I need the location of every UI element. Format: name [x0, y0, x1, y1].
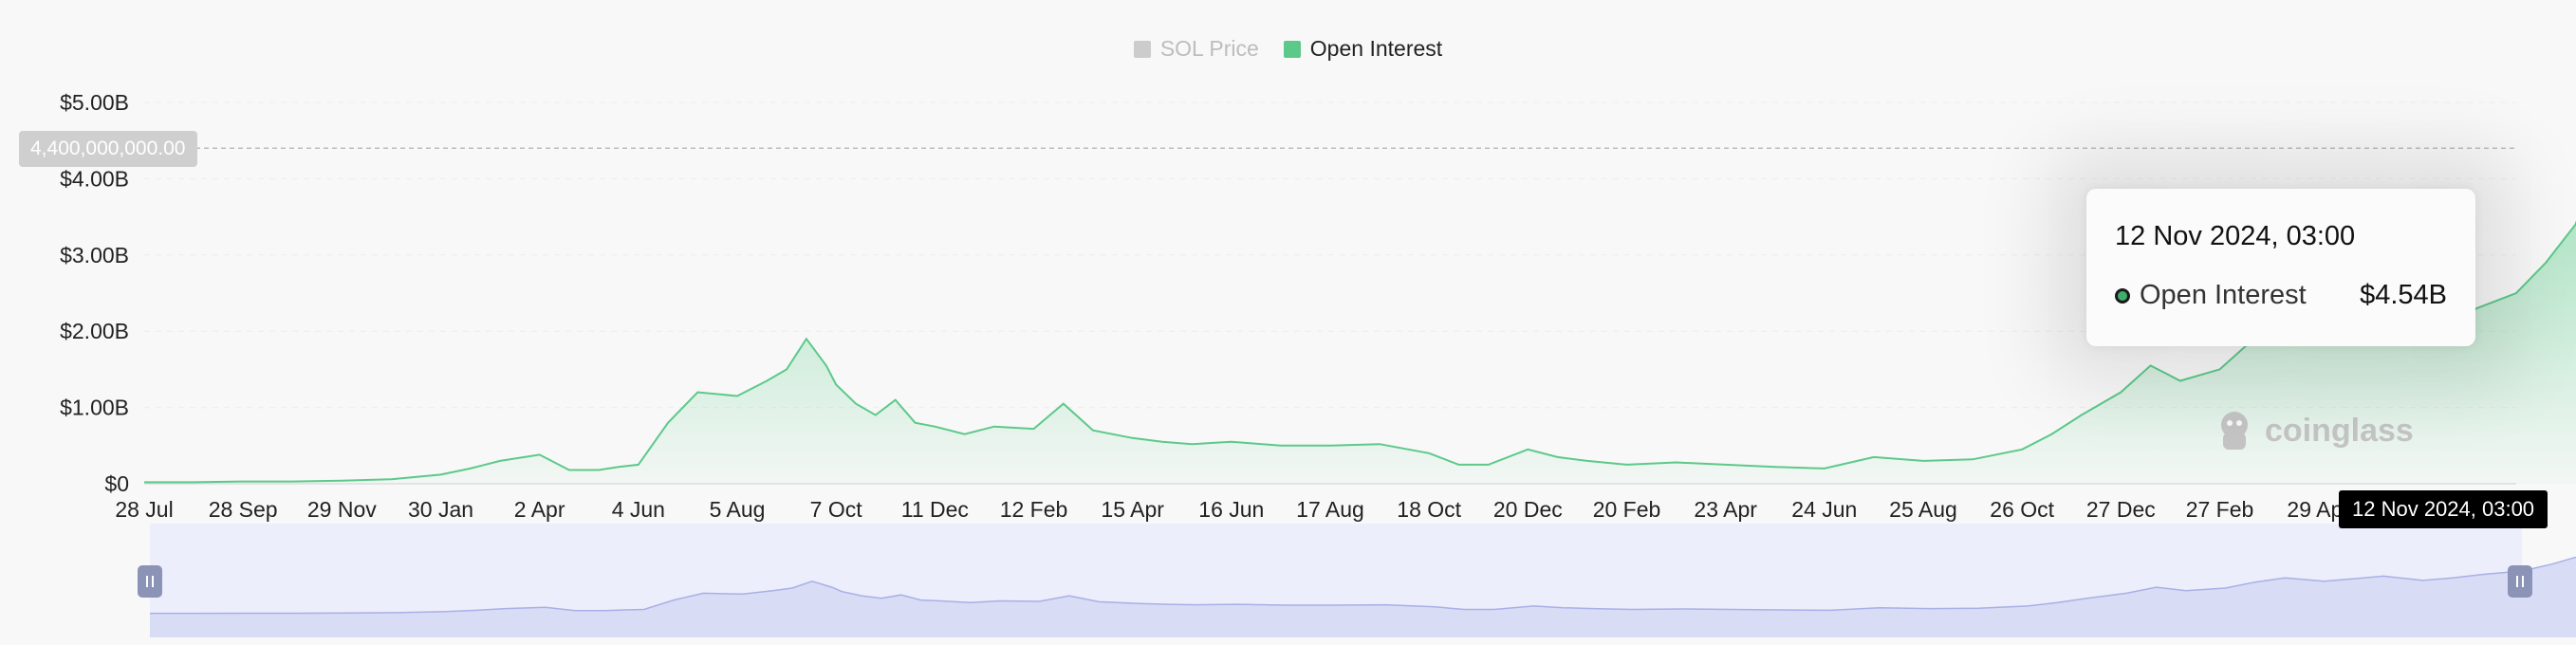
legend-item-open-interest[interactable]: Open Interest — [1283, 36, 1443, 62]
y-tick-label: $0 — [104, 471, 129, 496]
x-tick-label: 28 Sep — [209, 497, 278, 522]
x-tick-label: 30 Jan — [408, 497, 473, 522]
x-tick-label: 25 Aug — [1889, 497, 1957, 522]
tooltip-series-name: Open Interest — [2140, 280, 2307, 310]
x-tick-label: 17 Aug — [1296, 497, 1364, 522]
x-tick-label: 16 Jun — [1198, 497, 1264, 522]
x-tick-label: 4 Jun — [612, 497, 665, 522]
coinglass-logo-icon — [2221, 412, 2248, 450]
x-tick-label: 15 Apr — [1101, 497, 1164, 522]
x-tick-label: 24 Jun — [1791, 497, 1857, 522]
x-tick-label: 26 Oct — [1990, 497, 2054, 522]
y-tick-label: $5.00B — [60, 90, 129, 115]
y-tick-label: $1.00B — [60, 396, 129, 420]
tooltip-series-marker-icon — [2115, 287, 2130, 304]
legend-label-sol-price: SOL Price — [1159, 36, 1259, 61]
chart-legend: SOL Price Open Interest — [0, 36, 2576, 62]
legend-label-open-interest: Open Interest — [1309, 36, 1443, 61]
coinglass-watermark: coinglass — [2214, 408, 2414, 453]
x-tick-label: 27 Dec — [2086, 497, 2156, 522]
navigator-series-line — [150, 556, 2576, 615]
open-interest-area — [144, 223, 2576, 484]
y-axis: $0 $1.00B $2.00B $3.00B $4.00B $5.00B — [60, 90, 129, 496]
x-tick-label: 18 Oct — [1397, 497, 1461, 522]
watermark-text: coinglass — [2265, 412, 2414, 449]
x-tick-label: 20 Feb — [1593, 497, 1661, 522]
x-tick-label: 27 Feb — [2186, 497, 2254, 522]
legend-item-sol-price[interactable]: SOL Price — [1133, 36, 1259, 62]
legend-swatch-sol-price — [1133, 40, 1151, 58]
y-tick-label: $3.00B — [60, 243, 129, 267]
tooltip-date: 12 Nov 2024, 03:00 — [2115, 221, 2356, 251]
x-tick-label: 5 Aug — [710, 497, 766, 522]
navigator-left-handle[interactable] — [138, 565, 162, 598]
x-tick-label: 29 Nov — [307, 497, 377, 522]
legend-swatch-open-interest — [1283, 40, 1301, 58]
navigator-right-handle[interactable] — [2508, 565, 2532, 598]
y-tick-label: $4.00B — [60, 166, 129, 191]
navigator-series-area — [150, 557, 2576, 637]
range-navigator[interactable] — [150, 524, 2576, 637]
tooltip-row: Open Interest $4.54B — [2115, 280, 2447, 311]
crosshair-x-value-badge: 12 Nov 2024, 03:00 — [2339, 490, 2548, 528]
x-tick-label: 20 Dec — [1493, 497, 1563, 522]
crosshair-y-value-badge: 4,400,000,000.00 — [19, 131, 197, 167]
x-tick-label: 28 Jul — [115, 497, 173, 522]
tooltip-series-value: $4.54B — [2360, 280, 2447, 310]
x-axis: 28 Jul 28 Sep 29 Nov 30 Jan 2 Apr 4 Jun 5 Aug 7… — [115, 497, 2450, 522]
x-tick-label: 12 Feb — [1000, 497, 1068, 522]
x-tick-label: 11 Dec — [901, 497, 969, 522]
x-tick-label: 7 Oct — [810, 497, 863, 522]
y-tick-label: $2.00B — [60, 319, 129, 343]
x-tick-label: 23 Apr — [1694, 497, 1757, 522]
chart-tooltip: 12 Nov 2024, 03:00 Open Interest $4.54B — [2086, 189, 2475, 346]
x-tick-label: 2 Apr — [514, 497, 565, 522]
